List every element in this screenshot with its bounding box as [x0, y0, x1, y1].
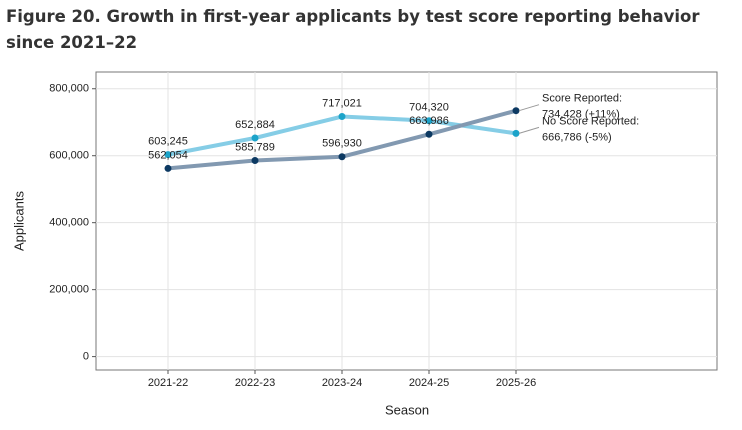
leader-line — [518, 126, 540, 134]
value-label: 562,054 — [148, 149, 188, 161]
data-point — [164, 164, 172, 172]
y-tick-label: 800,000 — [49, 83, 89, 95]
leader-line — [518, 104, 540, 112]
value-label: 652,884 — [235, 119, 275, 131]
data-point — [425, 117, 433, 125]
value-label: 585,789 — [235, 141, 275, 153]
y-tick-label: 200,000 — [49, 284, 89, 296]
data-point — [338, 153, 346, 161]
data-point — [164, 151, 172, 159]
y-tick-label: 400,000 — [49, 217, 89, 229]
data-point — [251, 134, 259, 142]
chart-title: Figure 20. Growth in first-year applican… — [6, 7, 700, 52]
data-point — [251, 156, 259, 164]
value-label: 704,320 — [409, 102, 449, 114]
x-tick-label: 2022-23 — [235, 377, 275, 389]
value-label: 717,021 — [322, 97, 362, 109]
value-label: 596,930 — [322, 138, 362, 150]
end-label-name: No Score Reported: — [542, 115, 639, 127]
end-label-name: Score Reported: — [542, 93, 622, 105]
value-label: 663,986 — [409, 115, 449, 127]
x-tick-label: 2024-25 — [409, 377, 449, 389]
y-tick-label: 0 — [83, 351, 89, 363]
value-label: 666,786 (-5%) — [542, 131, 612, 143]
data-point — [512, 107, 520, 115]
x-tick-label: 2025-26 — [496, 377, 536, 389]
value-label: 734,428 (+11%) — [542, 109, 620, 121]
data-point — [512, 129, 520, 137]
y-tick-label: 600,000 — [49, 150, 89, 162]
value-label: 603,245 — [148, 136, 188, 148]
x-axis-label: Season — [385, 402, 429, 417]
data-point — [425, 130, 433, 138]
data-point — [338, 113, 346, 121]
x-tick-label: 2023-24 — [322, 377, 362, 389]
y-axis-label: Applicants — [11, 191, 26, 251]
x-tick-label: 2021-22 — [148, 377, 188, 389]
